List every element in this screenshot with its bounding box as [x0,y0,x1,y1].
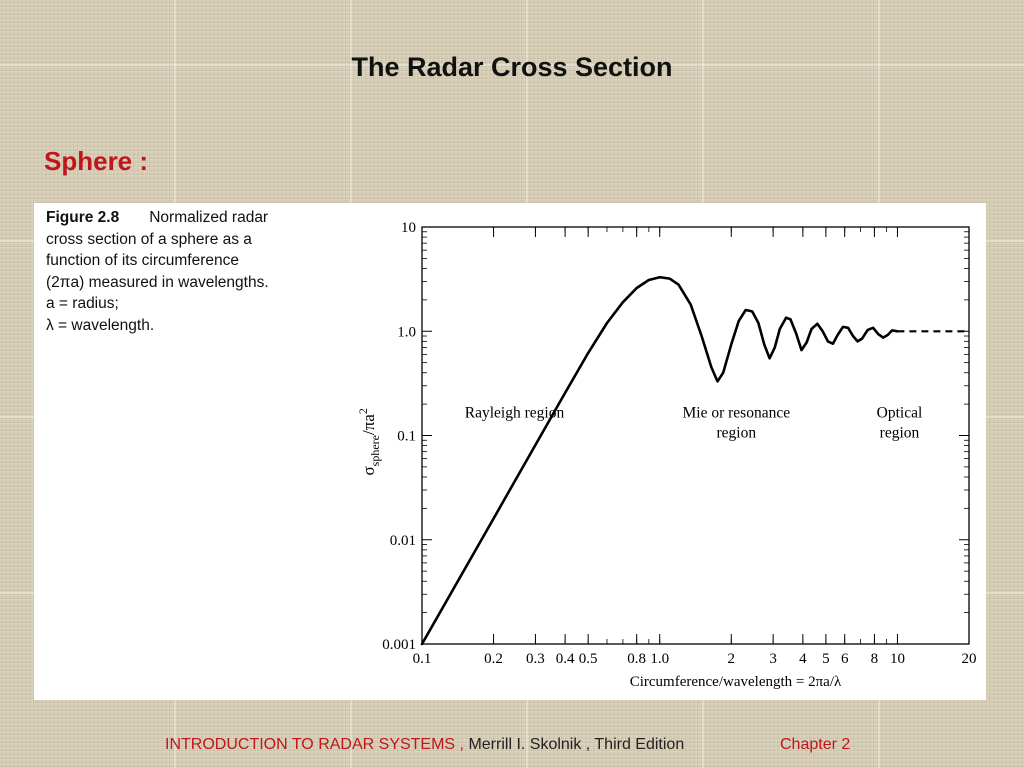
footer: INTRODUCTION TO RADAR SYSTEMS , Merrill … [165,736,850,754]
figure-number: Figure 2.8 [46,209,120,226]
caption-line-2: cross section of a sphere as a [46,230,252,248]
x-axis-label: Circumference/wavelength = 2πa/λ [630,674,842,690]
caption-line-4: (2πa) measured in wavelengths. [46,273,269,291]
x-tick-label: 8 [871,651,879,667]
x-tick-label: 0.4 [556,651,575,667]
x-tick-label: 1.0 [650,651,669,667]
x-tick-label: 20 [962,651,977,667]
region-annotation: Mie or resonance region [683,404,791,441]
x-tick-label: 0.2 [484,651,503,667]
x-tick-label: 2 [728,651,736,667]
x-tick-label: 3 [769,651,777,667]
x-tick-label: 10 [890,651,905,667]
y-tick-label: 0.01 [390,533,416,549]
section-label: Sphere : [44,146,149,176]
x-tick-label: 5 [822,651,830,667]
y-tick-label: 0.001 [382,637,416,653]
y-tick-label: 0.1 [397,429,416,445]
y-axis-label: σsphere/πa2 [356,408,382,475]
caption-line-5: a = radius; [46,295,119,312]
x-tick-label: 0.8 [627,651,646,667]
figure-caption: Figure 2.8 Normalized radar cross section… [46,207,316,336]
caption-line-6: λ = wavelength. [46,316,155,334]
x-tick-label: 6 [841,651,849,667]
x-tick-label: 0.3 [526,651,545,667]
caption-line-1: Normalized radar [149,209,269,226]
slide-title: The Radar Cross Section [351,52,673,82]
x-tick-label: 4 [799,651,807,667]
footer-author-edition: Merrill I. Skolnik , Third Edition [464,736,685,753]
y-tick-label: 10 [401,220,416,236]
x-tick-label: 0.5 [579,651,598,667]
footer-book-title: INTRODUCTION TO RADAR SYSTEMS , [165,736,464,753]
x-tick-label: 0.1 [413,651,432,667]
caption-line-3: function of its circumference [46,252,239,269]
y-tick-label: 1.0 [397,324,416,340]
footer-chapter: Chapter 2 [780,736,851,753]
rcs-curve [420,275,899,646]
region-annotation: Optical region [877,404,923,441]
figure-panel: Figure 2.8 Normalized radar cross section… [34,203,986,700]
region-annotation: Rayleigh region [465,404,565,421]
